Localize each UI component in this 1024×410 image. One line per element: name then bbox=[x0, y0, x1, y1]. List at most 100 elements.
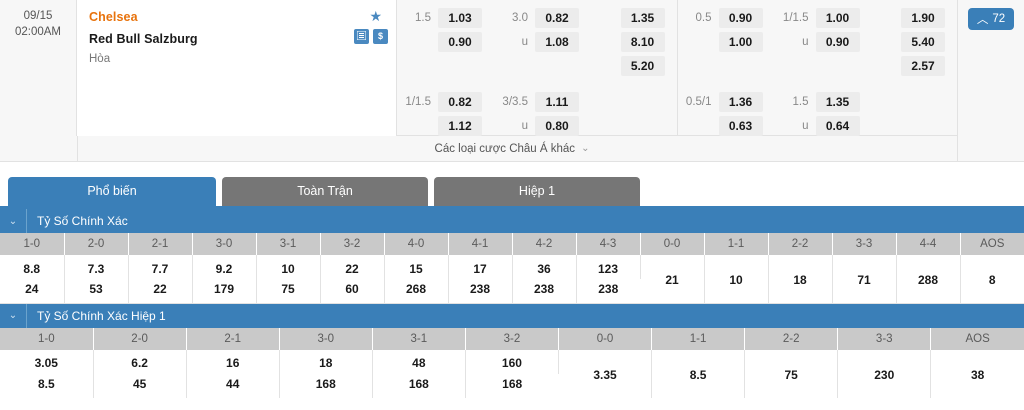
1x2-home-odd[interactable]: 1.35 bbox=[620, 7, 665, 28]
1x2-draw-line[interactable]: 8.10 bbox=[620, 31, 665, 52]
score-odd-cell[interactable]: 60 bbox=[320, 279, 385, 303]
total4-over-line[interactable]: 1.5 1.35 bbox=[775, 91, 860, 112]
handicap4-home-odd[interactable]: 1.36 bbox=[718, 91, 763, 112]
total2-over-line[interactable]: 3/3.5 1.11 bbox=[494, 91, 579, 112]
total3-over-line[interactable]: 1/1.5 1.00 bbox=[775, 7, 860, 28]
score-odd-cell[interactable]: 10 bbox=[704, 255, 769, 303]
score-odd-cell[interactable]: 9.2 bbox=[192, 255, 257, 279]
star-icon[interactable]: ★ bbox=[369, 8, 382, 24]
score-odd-cell[interactable]: 168 bbox=[465, 373, 559, 398]
score-odd-cell[interactable]: 6.2 bbox=[93, 349, 187, 374]
handicap4-home-line[interactable]: 0.5/1 1.36 bbox=[678, 91, 763, 112]
score-odd-cell[interactable]: 71 bbox=[832, 255, 897, 303]
score-odd-cell[interactable]: 238 bbox=[512, 279, 577, 303]
away-team-row[interactable]: Red Bull Salzburg bbox=[89, 29, 386, 49]
stats-icon[interactable] bbox=[354, 29, 369, 44]
tab-toan-tran[interactable]: Toàn Trận bbox=[222, 177, 428, 206]
handicap2-home-line[interactable]: 1/1.5 0.82 bbox=[397, 91, 482, 112]
score-odd-cell[interactable]: 179 bbox=[192, 279, 257, 303]
total-under-line[interactable]: u 1.08 bbox=[494, 31, 579, 52]
score-odd-cell[interactable]: 3.35 bbox=[558, 349, 653, 398]
tab-pho-bien[interactable]: Phổ biến bbox=[8, 177, 216, 206]
other-asian-bets-row[interactable]: Các loại cược Châu Á khác ⌄ bbox=[0, 136, 1024, 162]
score-odd-cell[interactable]: 8.5 bbox=[651, 349, 746, 398]
score-odd-cell[interactable]: 230 bbox=[837, 349, 932, 398]
total-under-odd[interactable]: 1.08 bbox=[535, 31, 579, 52]
chevron-down-icon[interactable]: ⌄ bbox=[8, 215, 18, 227]
score-odd-cell[interactable]: 168 bbox=[279, 373, 373, 398]
total3-over-odd[interactable]: 1.00 bbox=[815, 7, 860, 28]
total2-under-odd[interactable]: 0.80 bbox=[535, 115, 579, 136]
score-odd-cell[interactable]: 44 bbox=[186, 373, 280, 398]
score-odd-cell[interactable]: 15 bbox=[384, 255, 449, 279]
score-odd-cell[interactable]: 21 bbox=[640, 255, 705, 303]
score-odd-cell[interactable]: 7.7 bbox=[128, 255, 193, 279]
score-odd-cell[interactable]: 268 bbox=[384, 279, 449, 303]
total4-over-odd[interactable]: 1.35 bbox=[815, 91, 860, 112]
handicap3-home-line[interactable]: 0.5 0.90 bbox=[678, 7, 763, 28]
score-odd-cell[interactable]: 75 bbox=[256, 279, 321, 303]
score-odd-cell[interactable]: 22 bbox=[320, 255, 385, 279]
score-odd-cell[interactable]: 75 bbox=[744, 349, 839, 398]
handicap2-away-odd[interactable]: 1.12 bbox=[438, 115, 482, 136]
score-odd-cell[interactable]: 18 bbox=[279, 349, 373, 374]
score-odd-cell[interactable]: 123 bbox=[576, 255, 641, 279]
1x2r-draw-line[interactable]: 5.40 bbox=[901, 31, 945, 52]
home-team-row[interactable]: Chelsea bbox=[89, 7, 386, 27]
1x2r-away-odd[interactable]: 2.57 bbox=[901, 55, 945, 76]
1x2r-away-line[interactable]: 2.57 bbox=[901, 55, 945, 76]
score-odd-cell[interactable]: 53 bbox=[64, 279, 129, 303]
1x2r-home-line[interactable]: 1.90 bbox=[901, 7, 945, 28]
handicap-away-odd[interactable]: 0.90 bbox=[438, 31, 482, 52]
score-odd-cell[interactable]: 160 bbox=[465, 349, 559, 374]
total2-under-line[interactable]: u 0.80 bbox=[494, 115, 579, 136]
1x2-away-odd[interactable]: 5.20 bbox=[620, 55, 665, 76]
score-odd-cell[interactable]: 288 bbox=[896, 255, 961, 303]
1x2-away-line[interactable]: 5.20 bbox=[620, 55, 665, 76]
score-odd-cell[interactable]: 8.8 bbox=[0, 255, 65, 279]
score-odd-cell[interactable]: 7.3 bbox=[64, 255, 129, 279]
handicap-home-line[interactable]: 1.5 1.03 bbox=[397, 7, 482, 28]
score-odd-cell[interactable]: 238 bbox=[448, 279, 513, 303]
score-odd-cell[interactable]: 168 bbox=[372, 373, 466, 398]
handicap3-home-odd[interactable]: 0.90 bbox=[718, 7, 763, 28]
1x2-draw-odd[interactable]: 8.10 bbox=[620, 31, 665, 52]
money-icon[interactable]: $ bbox=[373, 29, 388, 44]
score-odd-cell[interactable]: 16 bbox=[186, 349, 280, 374]
chevron-down-icon[interactable]: ⌄ bbox=[8, 310, 18, 321]
total3-under-odd[interactable]: 0.90 bbox=[815, 31, 860, 52]
score-odd-cell[interactable]: 238 bbox=[576, 279, 640, 303]
total-over-line[interactable]: 3.0 0.82 bbox=[494, 7, 579, 28]
handicap-away-line[interactable]: 0.90 bbox=[397, 31, 482, 52]
score-odd-cell[interactable]: 36 bbox=[512, 255, 577, 279]
1x2r-home-odd[interactable]: 1.90 bbox=[901, 7, 945, 28]
handicap3-away-line[interactable]: 1.00 bbox=[678, 31, 763, 52]
section-header-correct-score-ht[interactable]: ⌄ Tỷ Số Chính Xác Hiệp 1 bbox=[0, 303, 1024, 328]
section-header-correct-score[interactable]: ⌄ Tỷ Số Chính Xác bbox=[0, 209, 1024, 233]
score-odd-cell[interactable]: 24 bbox=[0, 279, 65, 303]
handicap3-away-odd[interactable]: 1.00 bbox=[718, 31, 763, 52]
total-over-odd[interactable]: 0.82 bbox=[535, 7, 579, 28]
score-odd-cell[interactable]: 22 bbox=[128, 279, 193, 303]
more-markets-badge[interactable]: ︿ 72 bbox=[967, 8, 1015, 30]
total2-over-odd[interactable]: 1.11 bbox=[535, 91, 579, 112]
tab-hiep-1[interactable]: Hiệp 1 bbox=[434, 177, 640, 206]
handicap2-home-odd[interactable]: 0.82 bbox=[438, 91, 482, 112]
score-odd-cell[interactable]: 8 bbox=[960, 255, 1024, 303]
1x2-home-line[interactable]: 1.35 bbox=[620, 7, 665, 28]
teams-column[interactable]: Chelsea Red Bull Salzburg Hòa ★ $ bbox=[77, 0, 397, 136]
score-odd-cell[interactable]: 38 bbox=[930, 349, 1024, 398]
handicap4-away-line[interactable]: 0.63 bbox=[678, 115, 763, 136]
score-odd-cell[interactable]: 45 bbox=[93, 373, 187, 398]
score-odd-cell[interactable]: 10 bbox=[256, 255, 321, 279]
score-odd-cell[interactable]: 48 bbox=[372, 349, 466, 374]
1x2r-draw-odd[interactable]: 5.40 bbox=[901, 31, 945, 52]
total3-under-line[interactable]: u 0.90 bbox=[775, 31, 860, 52]
score-odd-cell[interactable]: 3.05 bbox=[0, 349, 94, 374]
total4-under-odd[interactable]: 0.64 bbox=[815, 115, 860, 136]
score-odd-cell[interactable]: 17 bbox=[448, 255, 513, 279]
score-odd-cell[interactable]: 8.5 bbox=[0, 373, 94, 398]
total4-under-line[interactable]: u 0.64 bbox=[775, 115, 860, 136]
score-odd-cell[interactable]: 18 bbox=[768, 255, 833, 303]
handicap-home-odd[interactable]: 1.03 bbox=[438, 7, 482, 28]
